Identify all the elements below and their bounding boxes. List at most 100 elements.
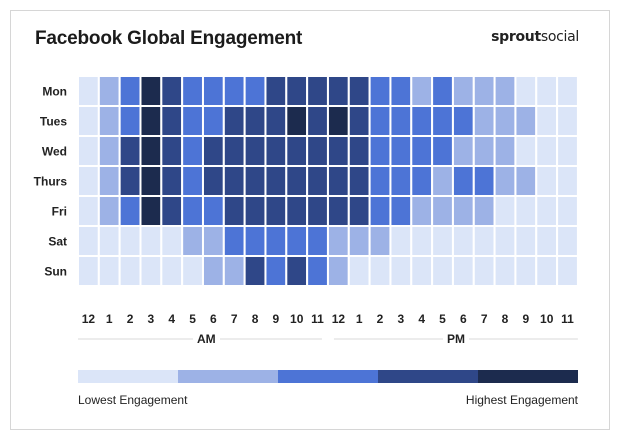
- heatmap-cell: [389, 165, 413, 197]
- column-label: 7: [231, 312, 238, 326]
- column-label: 6: [210, 312, 217, 326]
- heatmap-cell: [347, 255, 371, 287]
- heatmap-cell: [368, 135, 392, 167]
- heatmap-cell: [222, 75, 246, 107]
- heatmap-cell: [472, 105, 496, 137]
- heatmap-cell: [243, 225, 267, 257]
- heatmap-cell: [77, 255, 100, 287]
- heatmap-cell: [160, 195, 184, 227]
- heatmap-cell: [347, 135, 371, 167]
- heatmap-cell: [139, 195, 163, 227]
- heatmap-cell: [514, 105, 538, 137]
- heatmap-cell: [118, 135, 142, 167]
- heatmap-cell: [139, 255, 163, 287]
- heatmap-cell: [264, 225, 288, 257]
- heatmap-cell: [514, 195, 538, 227]
- heatmap-cell: [451, 165, 475, 197]
- heatmap-cell: [535, 195, 559, 227]
- legend-swatch: [278, 370, 378, 383]
- heatmap-cell: [556, 255, 579, 287]
- heatmap-cell: [181, 195, 204, 227]
- heatmap-cell: [472, 225, 496, 257]
- heatmap-cell: [347, 105, 371, 137]
- heatmap-cell: [326, 255, 350, 287]
- heatmap-cell: [306, 225, 329, 257]
- heatmap-cell: [201, 195, 225, 227]
- heatmap-cell: [306, 195, 329, 227]
- heatmap-cell: [243, 75, 267, 107]
- heatmap-cell: [410, 105, 434, 137]
- heatmap-cell: [535, 165, 559, 197]
- heatmap-cell: [97, 135, 121, 167]
- heatmap-cell: [368, 225, 392, 257]
- heatmap-cell: [431, 135, 454, 167]
- heatmap-cell: [389, 255, 413, 287]
- column-label: 1: [356, 312, 363, 326]
- heatmap-cell: [77, 225, 100, 257]
- heatmap-cell: [451, 105, 475, 137]
- heatmap-cell: [493, 195, 517, 227]
- heatmap-cell: [181, 135, 204, 167]
- heatmap-cell: [431, 105, 454, 137]
- heatmap-cell: [347, 225, 371, 257]
- heatmap-cell: [368, 105, 392, 137]
- heatmap-cell: [451, 225, 475, 257]
- heatmap-cell: [77, 75, 100, 107]
- heatmap-cell: [347, 75, 371, 107]
- heatmap-cell: [535, 135, 559, 167]
- heatmap-cell: [326, 165, 350, 197]
- column-label: 12: [82, 312, 96, 326]
- heatmap-cell: [451, 75, 475, 107]
- legend-high-label: Highest Engagement: [465, 393, 578, 407]
- heatmap-cell: [472, 135, 496, 167]
- brand-logo-light: social: [540, 29, 579, 45]
- heatmap-cell: [326, 195, 350, 227]
- heatmap-cell: [493, 75, 517, 107]
- heatmap-cell: [160, 225, 184, 257]
- heatmap-cell: [285, 105, 309, 137]
- column-label: 7: [481, 312, 488, 326]
- heatmap-cell: [347, 195, 371, 227]
- heatmap-cell: [368, 165, 392, 197]
- column-label: 11: [561, 312, 574, 326]
- heatmap-cell: [264, 75, 288, 107]
- column-label: 5: [189, 312, 196, 326]
- heatmap-cell: [160, 105, 184, 137]
- heatmap-cell: [306, 75, 329, 107]
- heatmap-cell: [306, 105, 329, 137]
- heatmap-cell: [139, 225, 163, 257]
- heatmap-cell: [514, 135, 538, 167]
- heatmap-cell: [243, 165, 267, 197]
- heatmap-cell: [556, 105, 579, 137]
- heatmap-cell: [451, 255, 475, 287]
- heatmap-cell: [556, 165, 579, 197]
- heatmap-cell: [77, 105, 100, 137]
- heatmap-cell: [556, 225, 579, 257]
- column-label: 1: [106, 312, 113, 326]
- heatmap-cell: [410, 225, 434, 257]
- heatmap-cell: [514, 75, 538, 107]
- heatmap-cell: [368, 195, 392, 227]
- heatmap-cell: [77, 165, 100, 197]
- pm-label: PM: [442, 332, 469, 346]
- heatmap-cell: [326, 105, 350, 137]
- heatmap-cell: [556, 195, 579, 227]
- heatmap-cell: [306, 255, 329, 287]
- legend-swatch: [78, 370, 178, 383]
- heatmap-cell: [181, 255, 204, 287]
- row-label: Thurs: [34, 175, 68, 189]
- heatmap-cell: [431, 255, 454, 287]
- heatmap-cell: [514, 255, 538, 287]
- heatmap-cell: [181, 105, 204, 137]
- heatmap-cell: [493, 165, 517, 197]
- heatmap-cell: [264, 195, 288, 227]
- heatmap-cell: [97, 165, 121, 197]
- heatmap-cell: [389, 105, 413, 137]
- heatmap-cell: [160, 75, 184, 107]
- am-label: AM: [192, 332, 220, 346]
- heatmap-cell: [181, 165, 204, 197]
- heatmap-cell: [556, 135, 579, 167]
- column-label: 11: [311, 312, 324, 326]
- heatmap-cell: [222, 105, 246, 137]
- heatmap-cell: [389, 135, 413, 167]
